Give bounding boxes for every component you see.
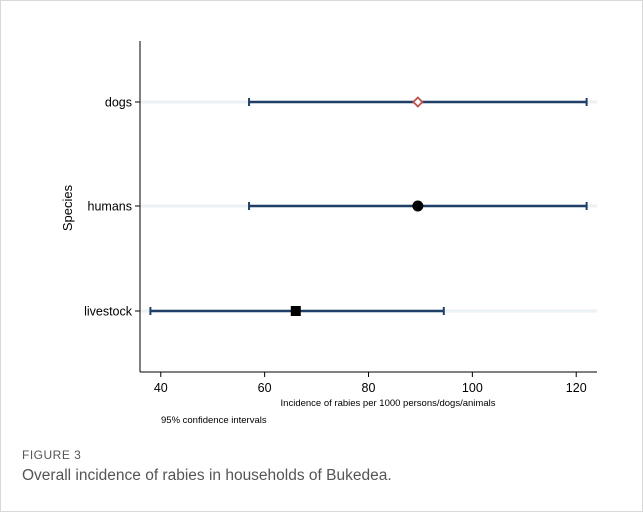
x-tick-label-80: 80 xyxy=(362,381,376,395)
x-ticks: 40 60 80 100 120 xyxy=(154,372,587,395)
figure-caption: Overall incidence of rabies in household… xyxy=(22,467,392,484)
point-markers xyxy=(290,96,424,316)
x-axis-label: Incidence of rabies per 1000 persons/dog… xyxy=(281,398,496,409)
y-tick-label-dogs: dogs xyxy=(105,96,132,110)
x-tick-label-60: 60 xyxy=(258,381,272,395)
y-tick-label-humans: humans xyxy=(88,200,132,214)
marker-humans xyxy=(412,200,424,212)
y-ticks: dogs humans livestock xyxy=(84,96,140,319)
figure-label: FIGURE 3 xyxy=(22,448,82,462)
y-tick-label-livestock: livestock xyxy=(84,305,133,319)
x-tick-label-100: 100 xyxy=(462,381,483,395)
y-axis-label: Species xyxy=(60,184,75,231)
x-tick-label-40: 40 xyxy=(154,381,168,395)
x-tick-label-120: 120 xyxy=(566,381,587,395)
marker-dogs xyxy=(412,96,424,108)
marker-livestock xyxy=(290,306,301,316)
ci-note: 95% confidence intervals xyxy=(161,415,267,426)
chart: dogs humans livestock 40 60 80 100 120 Inciden… xyxy=(60,41,597,426)
